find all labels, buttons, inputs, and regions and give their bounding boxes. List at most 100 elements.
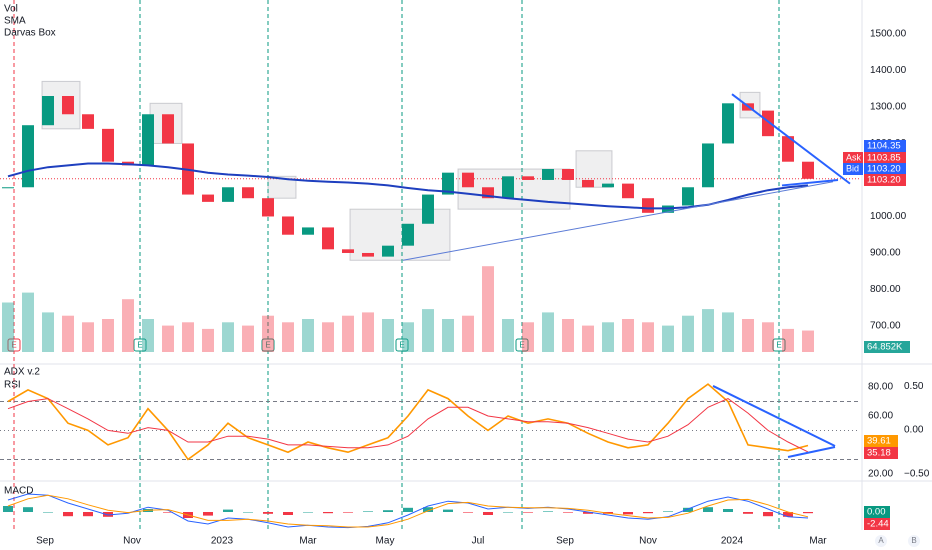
- macd-hist: [43, 512, 53, 513]
- volume-bar: [502, 319, 514, 352]
- macd-hist: [743, 512, 753, 514]
- macd-hist: [223, 509, 233, 512]
- candle: [142, 114, 154, 166]
- volume-bar: [222, 322, 234, 352]
- x-tick-label: 2023: [211, 536, 234, 547]
- candle: [342, 249, 354, 253]
- candle: [462, 172, 474, 188]
- control-label[interactable]: A: [878, 536, 884, 545]
- macd-hist: [423, 507, 433, 512]
- candle: [282, 216, 294, 235]
- volume-bar: [22, 292, 34, 352]
- sma-line: [7, 162, 809, 210]
- candle: [702, 143, 714, 188]
- macd-hist: [3, 506, 13, 512]
- y-tick-label: 1000.00: [870, 211, 907, 222]
- event-label: E: [519, 341, 524, 350]
- event-marker: [7, 338, 21, 352]
- macd-hist: [383, 510, 393, 512]
- macd-hist: [703, 507, 713, 512]
- macd-hist: [503, 512, 513, 513]
- macd-hist: [283, 512, 293, 515]
- macd-hist: [623, 512, 633, 515]
- volume-bar: [282, 322, 294, 352]
- volume-bar: [422, 309, 434, 352]
- event-label: E: [11, 341, 16, 350]
- candle: [402, 223, 414, 246]
- trendline: [781, 178, 839, 187]
- volume-bar: [742, 319, 754, 352]
- volume-bar: [642, 322, 654, 352]
- macd-hist: [103, 512, 113, 517]
- volume-bar: [622, 319, 634, 352]
- x-tick-label: Nov: [123, 536, 141, 547]
- macd-line: [7, 493, 809, 529]
- candle: [82, 114, 94, 129]
- legend-vol: Vol: [4, 4, 18, 15]
- volume-bar: [522, 322, 534, 352]
- volume-bar: [802, 330, 814, 352]
- macd-hist: [683, 507, 693, 512]
- adx-tick-label: 0.50: [904, 381, 924, 392]
- macd-hist: [63, 512, 73, 517]
- adx-title: ADX v.2: [4, 367, 40, 378]
- candle: [802, 161, 814, 179]
- ask-label-tag: Ask: [846, 152, 862, 162]
- candle: [542, 169, 554, 180]
- volume-bar: [682, 315, 694, 352]
- volume-bar: [182, 322, 194, 352]
- control-button[interactable]: [875, 535, 887, 547]
- volume-bar: [582, 325, 594, 352]
- volume-bar: [722, 312, 734, 352]
- volume-bar: [482, 266, 494, 352]
- event-marker: [772, 338, 786, 352]
- bid-label: 1103.20: [867, 164, 901, 175]
- legend-sma: SMA: [4, 16, 26, 27]
- volume-bar: [442, 319, 454, 352]
- event-label: E: [776, 341, 781, 350]
- macd-hist: [563, 512, 573, 513]
- macd-hist: [203, 512, 213, 516]
- x-tick-label: 2024: [721, 536, 744, 547]
- bid-label-tag-bg: [843, 163, 863, 175]
- x-tick-label: Jul: [472, 536, 485, 547]
- volume-bar: [202, 328, 214, 352]
- macd-label: -2.44: [867, 519, 889, 530]
- candle: [422, 194, 434, 224]
- y-tick-label: 700.00: [870, 321, 901, 332]
- volume-bar: [242, 325, 254, 352]
- control-label[interactable]: B: [911, 536, 916, 545]
- candle: [222, 187, 234, 202]
- candle: [42, 96, 54, 126]
- volume-bar: [702, 309, 714, 352]
- rsi-line: [7, 383, 809, 461]
- volume-bar: [462, 315, 474, 352]
- candle: [242, 187, 254, 199]
- volume-bar: [382, 319, 394, 352]
- macd-hist: [363, 511, 373, 512]
- candle: [522, 176, 534, 180]
- rsi-badge-bg: [864, 435, 898, 447]
- volume-bar: [62, 315, 74, 352]
- candle: [562, 169, 574, 180]
- candle: [582, 179, 594, 188]
- x-tick-label: May: [376, 536, 395, 547]
- adx-tick-label: 0.00: [904, 425, 924, 436]
- y-tick-label: 900.00: [870, 248, 901, 259]
- event-label: E: [399, 341, 404, 350]
- macd-hist: [463, 512, 473, 513]
- candle: [102, 128, 114, 162]
- y-tick-label: 1300.00: [870, 102, 907, 113]
- x-tick-label: Mar: [809, 536, 827, 547]
- signal-line: [7, 494, 809, 528]
- last-label-bg: [864, 174, 906, 186]
- trendline: [402, 181, 834, 261]
- volume-bar: [402, 322, 414, 352]
- macd-hist: [323, 512, 333, 514]
- macd-hist: [663, 511, 673, 512]
- rsi-title: RSI: [4, 380, 21, 391]
- control-button[interactable]: [908, 535, 920, 547]
- volume-bar: [562, 319, 574, 352]
